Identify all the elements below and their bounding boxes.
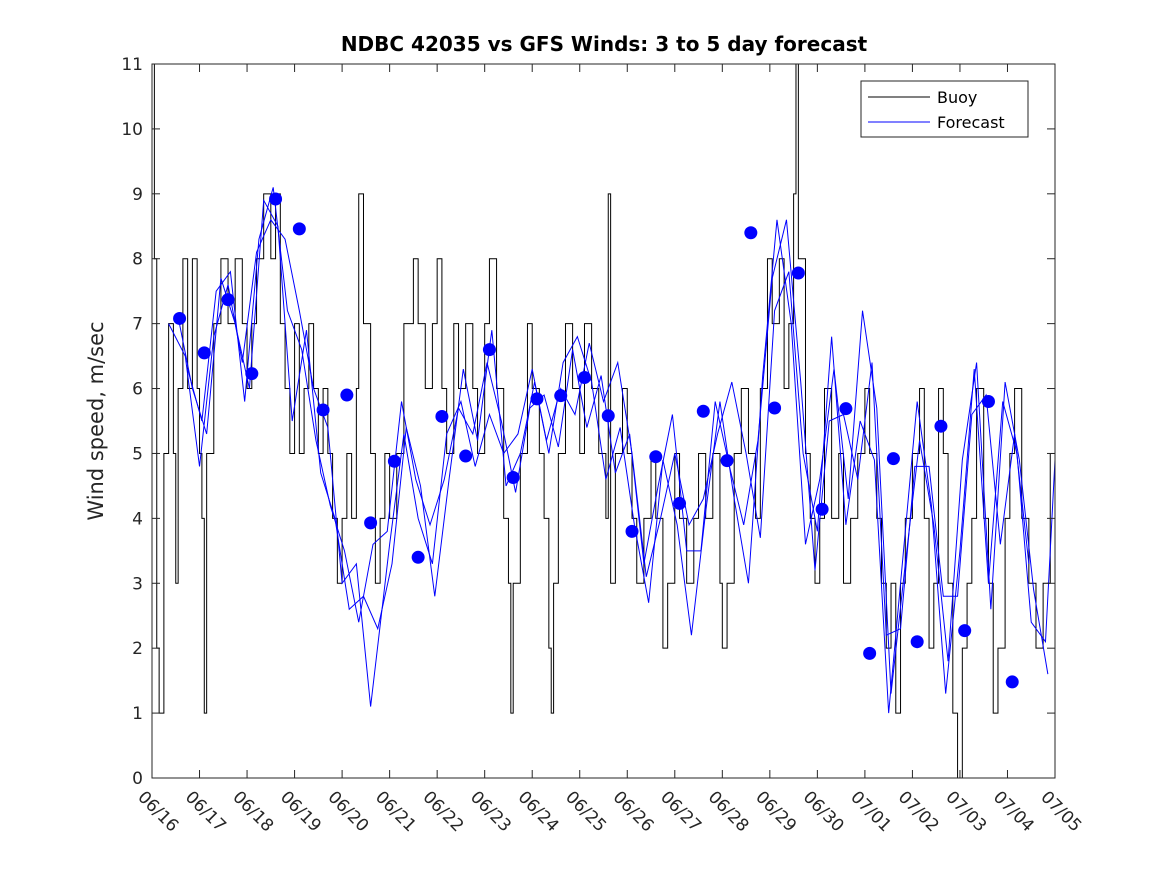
forecast-marker (863, 646, 877, 660)
x-tick-label: 06/18 (229, 787, 278, 836)
chart-title: NDBC 42035 vs GFS Winds: 3 to 5 day fore… (341, 32, 868, 56)
x-tick-label: 06/29 (751, 787, 800, 836)
forecast-marker (625, 524, 639, 538)
forecast-marker (364, 516, 378, 530)
forecast-marker (934, 419, 948, 433)
forecast-marker (459, 449, 473, 463)
y-tick-label: 8 (132, 250, 143, 270)
forecast-marker (910, 635, 924, 649)
forecast-marker (530, 392, 544, 406)
forecast-marker (435, 409, 449, 423)
x-tick-label: 06/17 (181, 787, 230, 836)
x-tick-label: 06/26 (609, 787, 658, 836)
x-tick-label: 06/25 (561, 787, 610, 836)
forecast-marker (815, 502, 829, 516)
x-tick-label: 06/22 (419, 787, 468, 836)
forecast-marker (577, 371, 591, 385)
x-tick-label: 06/24 (514, 787, 563, 836)
x-tick-label: 06/16 (133, 787, 182, 836)
forecast-marker (482, 343, 496, 357)
forecast-marker (340, 388, 354, 402)
forecast-marker (839, 402, 853, 416)
x-tick-label: 07/04 (989, 787, 1038, 836)
x-tick-label: 06/20 (324, 787, 373, 836)
forecast-marker (791, 266, 805, 280)
forecast-marker (245, 367, 259, 381)
x-tick-label: 06/27 (656, 787, 705, 836)
forecast-marker (720, 454, 734, 468)
y-tick-label: 9 (132, 185, 143, 205)
forecast-marker (958, 624, 972, 638)
legend: Buoy Forecast (860, 80, 1029, 138)
forecast-marker (768, 401, 782, 415)
forecast-marker (292, 222, 306, 236)
forecast-marker (696, 404, 710, 418)
x-tick-label: 07/01 (846, 787, 895, 836)
x-tick-label: 06/30 (799, 787, 848, 836)
y-tick-label: 6 (132, 380, 143, 400)
forecast-marker (554, 389, 568, 403)
y-axis: 0 1 2 3 4 5 6 7 8 9 10 11 (121, 55, 1055, 789)
forecast-marker (316, 403, 330, 417)
forecast-marker (221, 293, 235, 307)
forecast-marker (744, 226, 758, 240)
y-tick-label: 3 (132, 574, 143, 594)
forecast-marker (981, 395, 995, 409)
plot-area-frame (151, 63, 1056, 779)
forecast-series-line-3 (187, 187, 1030, 636)
y-tick-label: 10 (121, 120, 143, 140)
legend-buoy-label: Buoy (937, 88, 977, 107)
x-axis: 06/1606/1706/1806/1906/2006/2106/2206/23… (133, 64, 1085, 836)
forecast-marker (601, 409, 615, 423)
series-layer (152, 64, 1055, 778)
forecast-marker (387, 454, 401, 468)
x-tick-label: 07/02 (894, 787, 943, 836)
legend-forecast-label: Forecast (937, 113, 1005, 132)
forecast-marker (197, 346, 211, 360)
y-tick-label: 5 (132, 444, 143, 464)
y-tick-label: 7 (132, 315, 143, 335)
x-tick-label: 06/28 (704, 787, 753, 836)
y-tick-label: 2 (132, 639, 143, 659)
forecast-marker (673, 496, 687, 510)
y-axis-label: Wind speed, m/sec (84, 321, 108, 520)
forecast-marker (269, 192, 283, 206)
legend-box (860, 80, 1029, 138)
x-tick-label: 07/03 (941, 787, 990, 836)
forecast-marker (506, 470, 520, 484)
x-tick-label: 06/19 (276, 787, 325, 836)
x-tick-label: 07/05 (1036, 787, 1085, 836)
forecast-marker (886, 452, 900, 466)
forecast-marker (411, 550, 425, 564)
y-tick-label: 0 (132, 769, 143, 789)
x-tick-label: 06/23 (466, 787, 515, 836)
forecast-marker (1005, 675, 1019, 689)
forecast-series-line-1 (168, 218, 1055, 714)
y-tick-label: 4 (132, 509, 143, 529)
forecast-marker (173, 311, 187, 325)
forecast-series-line-2 (177, 198, 1049, 694)
forecast-marker (649, 450, 663, 464)
x-tick-label: 06/21 (371, 787, 420, 836)
y-tick-label: 11 (121, 55, 143, 75)
y-tick-label: 1 (132, 704, 143, 724)
